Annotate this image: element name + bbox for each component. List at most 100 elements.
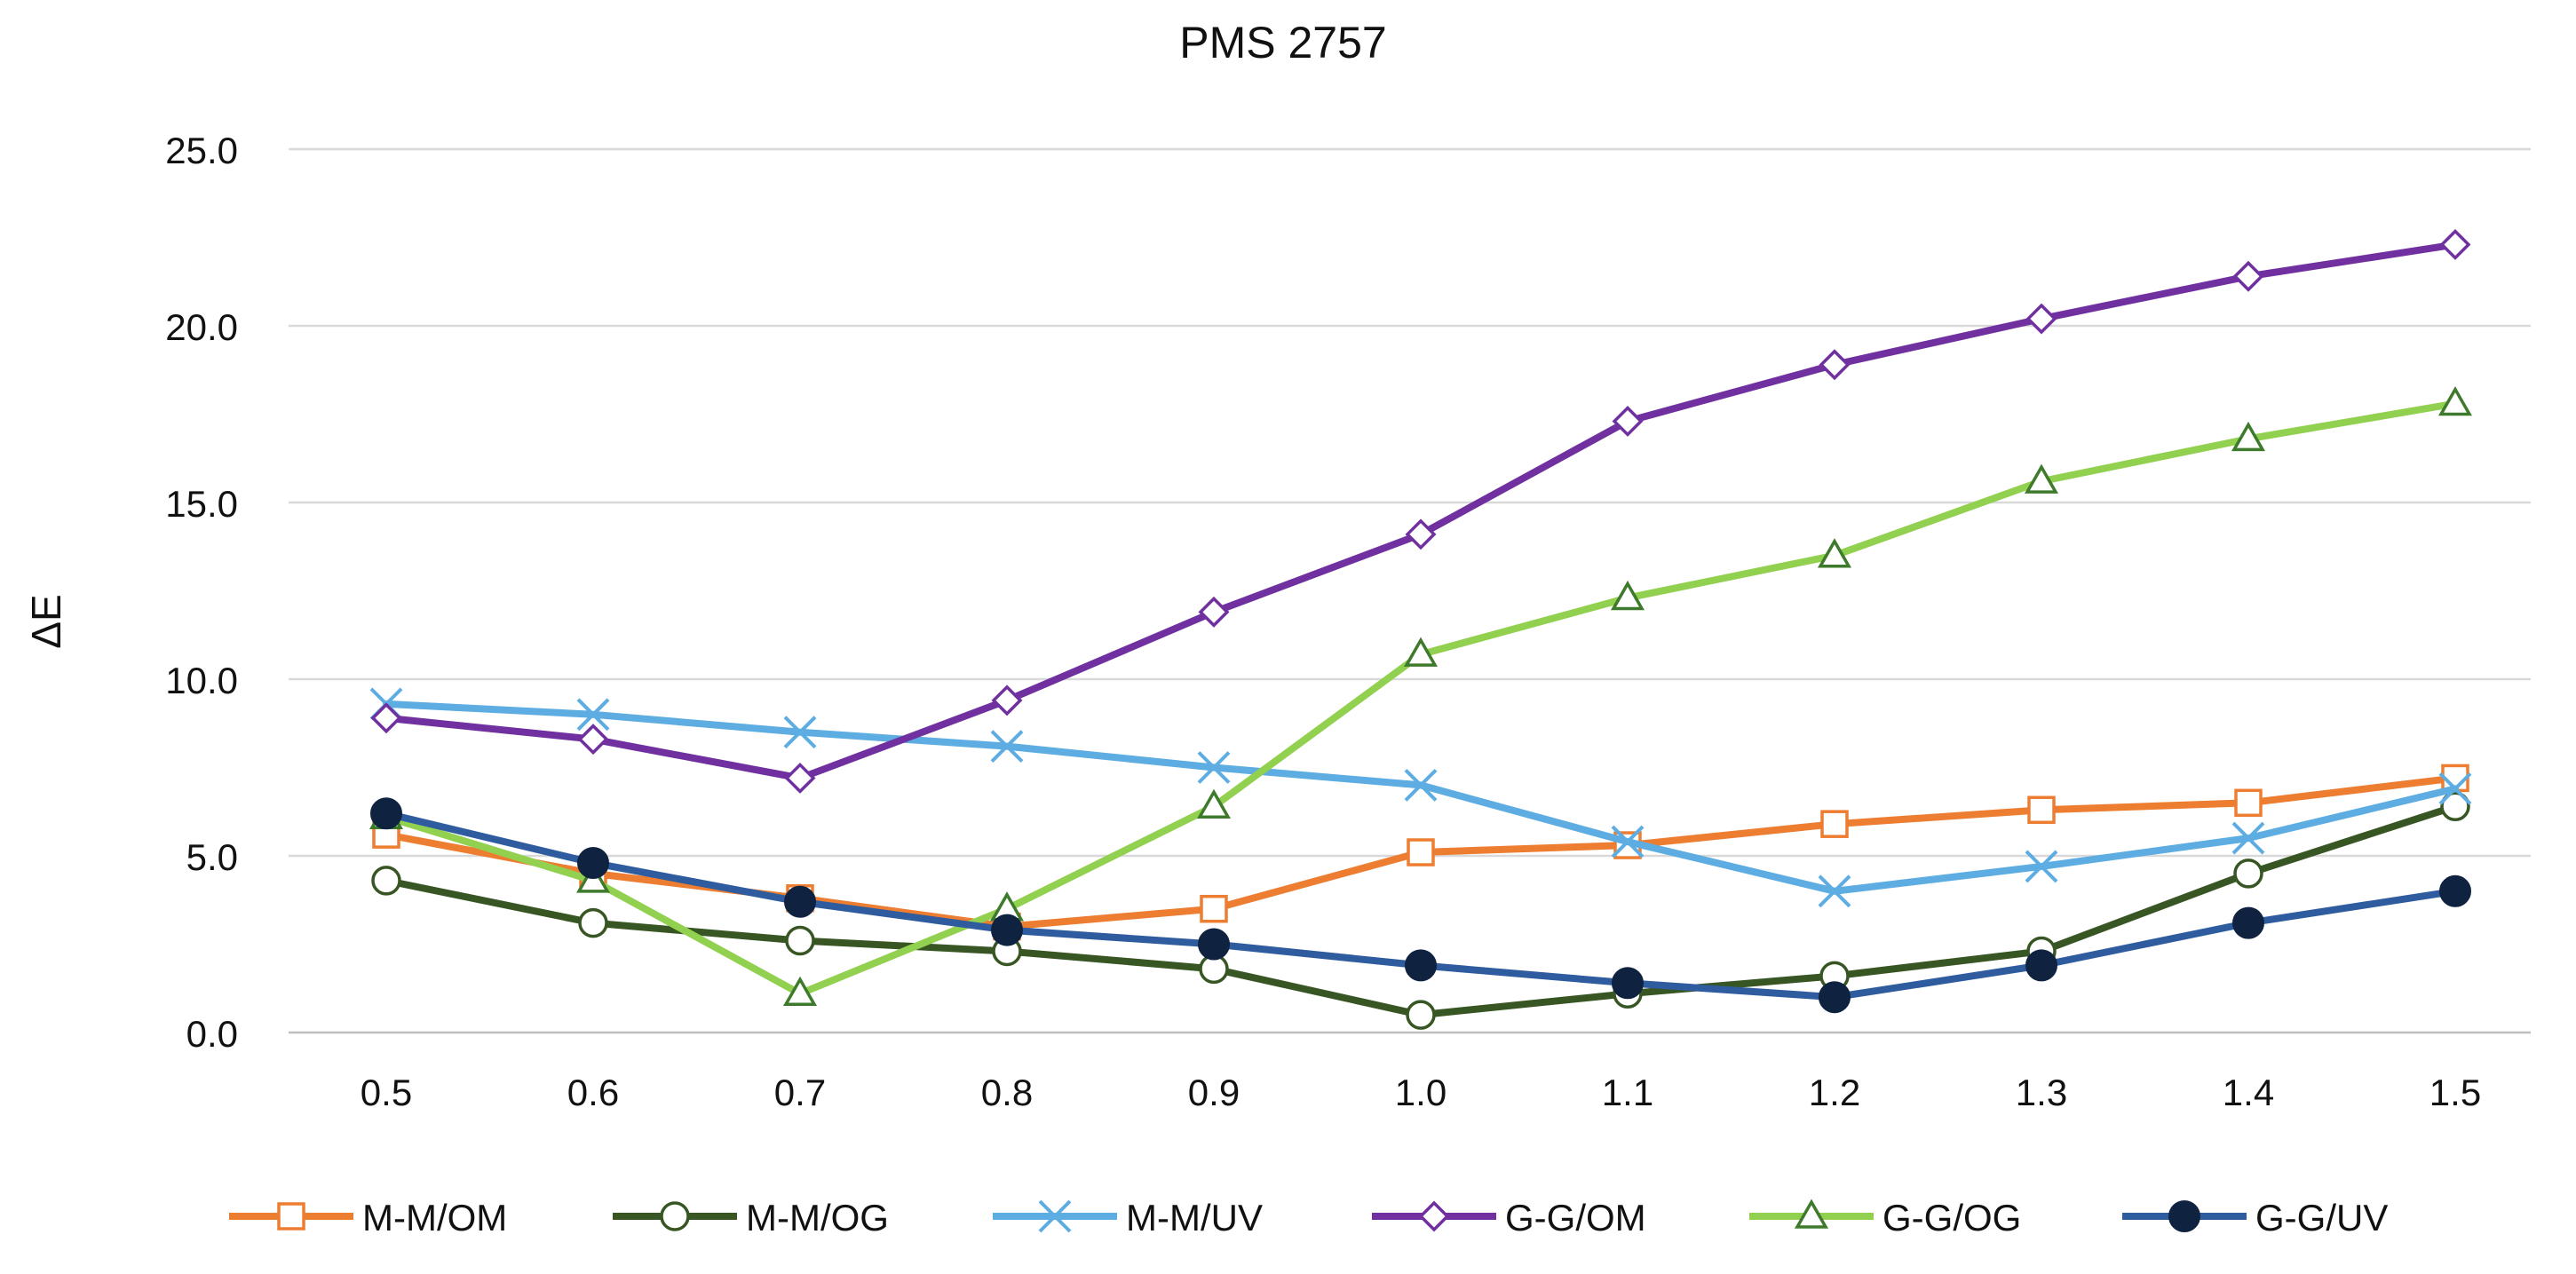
data-point [1198, 928, 1230, 961]
data-point [1610, 580, 1645, 611]
data-point [2232, 906, 2264, 939]
legend-label: G-G/OG [1882, 1197, 2021, 1238]
series-g-g-om [370, 228, 2471, 794]
series-group [369, 228, 2473, 1030]
data-point [578, 907, 608, 938]
data-point [991, 914, 1023, 946]
legend-marker [277, 1202, 305, 1230]
axes: 0.0 5.0 10.0 15.0 20.0 25.0 0.5 0.6 0.7 0.8 0.9 1.0… [165, 130, 2481, 1113]
data-point [1819, 349, 1851, 381]
x-tick-label: 0.6 [567, 1072, 619, 1113]
data-point [370, 702, 402, 734]
series-m-m-og [371, 791, 2470, 1030]
data-point [2231, 421, 2266, 452]
legend-marker [1038, 1199, 1072, 1233]
series-g-g-og [369, 386, 2473, 1006]
legend-item: M-M/UV [993, 1197, 1263, 1238]
legend-item: M-M/OM [229, 1197, 507, 1238]
data-point [1200, 894, 1228, 923]
legend-item: M-M/OG [613, 1197, 889, 1238]
data-point [1407, 838, 1435, 866]
data-point [2439, 228, 2471, 260]
x-tick-label: 1.3 [2016, 1072, 2067, 1113]
data-point [577, 724, 609, 756]
data-point [2025, 850, 2058, 883]
series-line [383, 241, 2459, 782]
data-point [1405, 949, 1437, 982]
data-point [2439, 874, 2471, 907]
data-point [577, 846, 609, 879]
data-point [1403, 637, 1439, 667]
data-point [2232, 260, 2264, 292]
legend-marker [1418, 1200, 1450, 1232]
y-tick-label: 20.0 [165, 306, 238, 348]
data-point [2231, 821, 2265, 855]
legend-label: G-G/OM [1505, 1197, 1646, 1238]
data-point [2437, 386, 2473, 416]
x-tick-label: 1.1 [1602, 1072, 1653, 1113]
x-tick-label: 0.8 [981, 1072, 1033, 1113]
x-tick-label: 1.2 [1809, 1072, 1860, 1113]
y-axis-label: ΔE [23, 594, 69, 648]
legend-item: G-G/OG [1749, 1197, 2021, 1238]
data-point [1820, 810, 1849, 838]
legend-label: M-M/UV [1126, 1197, 1263, 1238]
x-tick-label: 1.5 [2429, 1072, 2481, 1113]
data-point [2234, 788, 2263, 818]
x-tick-label: 0.7 [774, 1072, 826, 1113]
gridlines [289, 147, 2531, 1034]
legend-label: M-M/OG [746, 1197, 889, 1238]
data-point [1611, 825, 1645, 859]
data-point [1198, 596, 1230, 628]
legend-label: G-G/UV [2255, 1197, 2388, 1238]
data-point [1612, 405, 1644, 437]
x-tick-label: 0.5 [361, 1072, 412, 1113]
series-line [383, 400, 2459, 998]
legend-item: G-G/OM [1372, 1197, 1646, 1238]
data-point [990, 730, 1024, 764]
y-tick-label: 25.0 [165, 130, 238, 171]
series-line [383, 803, 2459, 1019]
data-point [1404, 768, 1438, 802]
series-m-m-uv [369, 687, 2472, 908]
legend-marker [1794, 1199, 1829, 1229]
data-point [1406, 1000, 1436, 1030]
chart-title: PMS 2757 [1179, 18, 1386, 67]
x-tick-label: 0.9 [1188, 1072, 1240, 1113]
data-point [2027, 795, 2056, 825]
y-tick-label: 5.0 [186, 836, 238, 878]
legend-marker [2168, 1200, 2200, 1232]
data-point [991, 684, 1023, 716]
x-tick-label: 1.0 [1395, 1072, 1447, 1113]
x-tick-label: 1.4 [2223, 1072, 2274, 1113]
y-tick-label: 0.0 [186, 1013, 238, 1055]
data-point [576, 698, 610, 732]
legend: M-M/OM M-M/OG M-M/UV G-G/OM G-G/OG G-G/UV [229, 1197, 2388, 1238]
data-point [1197, 751, 1231, 784]
data-point [2025, 949, 2057, 982]
data-point [785, 925, 815, 956]
series-g-g-uv [370, 797, 2471, 1014]
data-point [2024, 463, 2059, 494]
data-point [1819, 981, 1851, 1014]
data-point [1405, 518, 1437, 550]
y-tick-label: 10.0 [165, 660, 238, 701]
data-point [784, 762, 816, 794]
data-point [782, 976, 818, 1006]
y-tick-label: 15.0 [165, 483, 238, 525]
data-point [2438, 772, 2472, 805]
data-point [783, 716, 817, 749]
data-point [784, 885, 816, 918]
data-point [371, 866, 401, 896]
data-point [370, 797, 402, 830]
legend-marker [660, 1201, 690, 1231]
data-point [1196, 788, 1232, 819]
legend-item: G-G/UV [2122, 1197, 2388, 1238]
data-point [2233, 859, 2263, 889]
data-point [1818, 874, 1851, 908]
data-point [2440, 791, 2470, 822]
data-point [1817, 538, 1852, 568]
data-point [1612, 967, 1644, 1000]
